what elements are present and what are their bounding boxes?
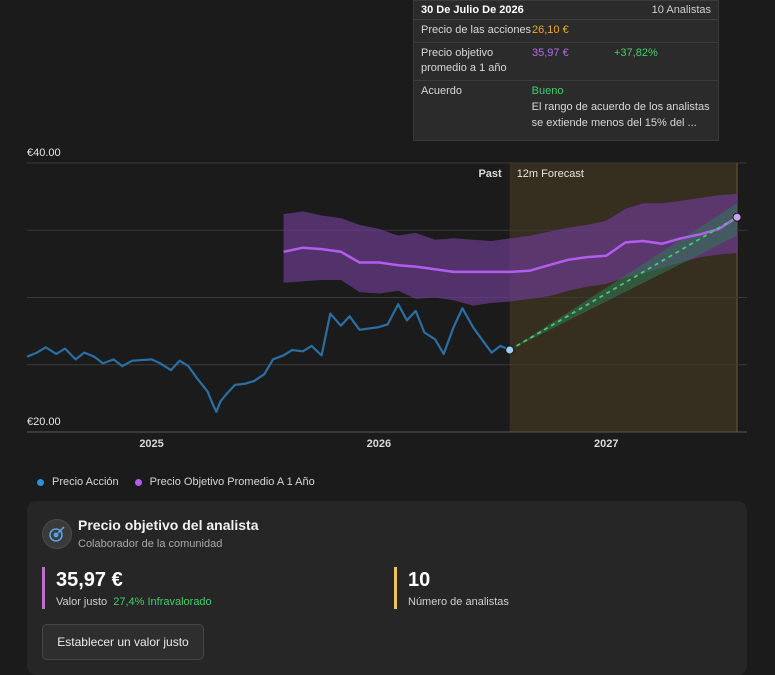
- x-tick-label: 2026: [367, 438, 391, 450]
- target-line[interactable]: [283, 216, 738, 274]
- tooltip-row-share-price: Precio de las acciones 26,10 €: [414, 20, 718, 43]
- tooltip-analysts: 10 Analistas: [651, 4, 711, 16]
- tooltip-row-target-price: Precio objetivo promedio a 1 año 35,97 €…: [414, 43, 718, 81]
- price-target-chart[interactable]: €40.00 €20.00 2025 2026 2027 Past 12m Forecast: [0, 0, 775, 470]
- analysts-count-metric: 10 Número de analistas: [394, 567, 509, 609]
- fair-value: 35,97 €: [56, 569, 123, 591]
- tooltip-value: Bueno: [531, 85, 564, 97]
- fair-value-label: Valor justo: [56, 596, 108, 608]
- tooltip-row-agreement: Acuerdo Bueno El rango de acuerdo de los…: [414, 81, 718, 135]
- tooltip-label: Precio objetivo promedio a 1 año: [421, 47, 507, 74]
- forecast-cone: [509, 203, 738, 350]
- y-label-bottom: €20.00: [27, 416, 61, 428]
- chart-legend: Precio Acción Precio Objetivo Promedio A…: [37, 476, 331, 488]
- card-subtitle: Colaborador de la comunidad: [78, 538, 223, 550]
- tooltip-label: Acuerdo: [421, 85, 462, 97]
- legend-dot: [37, 478, 44, 486]
- tooltip-value: 26,10 €: [532, 24, 569, 36]
- analysts-count-label: Número de analistas: [408, 596, 509, 608]
- fair-value-metric: 35,97 € Valor justo 27,4% Infravalorado: [42, 567, 212, 609]
- forecast-line: [509, 216, 738, 351]
- card-title: Precio objetivo del analista: [78, 517, 259, 533]
- fair-value-caption: Valor justo 27,4% Infravalorado: [56, 596, 212, 608]
- analyst-target-card: Precio objetivo del analista Colaborador…: [27, 501, 747, 675]
- target-price-point[interactable]: [732, 212, 742, 222]
- legend-item-price[interactable]: Precio Acción: [37, 476, 119, 488]
- analyst-target-icon: [42, 519, 72, 549]
- tooltip-agreement-block: Bueno El rango de acuerdo de los analist…: [532, 84, 711, 131]
- undervalued-note: 27,4% Infravalorado: [113, 596, 212, 608]
- past-label: Past: [478, 168, 502, 180]
- legend-dot: [134, 478, 142, 486]
- tooltip-agreement-text: El rango de acuerdo de los analistas se …: [531, 101, 710, 129]
- target-glyph-icon: [49, 526, 65, 542]
- forecast-label: 12m Forecast: [517, 168, 584, 180]
- tooltip-change: +37,82%: [614, 47, 658, 59]
- tooltip-label: Precio de las acciones: [421, 24, 532, 36]
- chart-tooltip: 30 De Julio De 2026 10 Analistas Precio …: [413, 0, 719, 141]
- legend-label: Precio Acción: [52, 476, 119, 488]
- current-price-point[interactable]: [505, 345, 515, 355]
- analysts-count: 10: [408, 569, 431, 591]
- set-fair-value-button[interactable]: Establecer un valor justo: [42, 624, 204, 660]
- price-line[interactable]: [26, 303, 511, 413]
- y-label-top: €40.00: [27, 147, 61, 159]
- x-tick-label: 2025: [139, 438, 163, 450]
- tooltip-value: 35,97 €: [532, 47, 569, 59]
- legend-label: Precio Objetivo Promedio A 1 Año: [149, 476, 315, 488]
- legend-item-target[interactable]: Precio Objetivo Promedio A 1 Año: [134, 476, 315, 488]
- x-tick-label: 2027: [594, 438, 618, 450]
- tooltip-date: 30 De Julio De 2026: [421, 4, 524, 16]
